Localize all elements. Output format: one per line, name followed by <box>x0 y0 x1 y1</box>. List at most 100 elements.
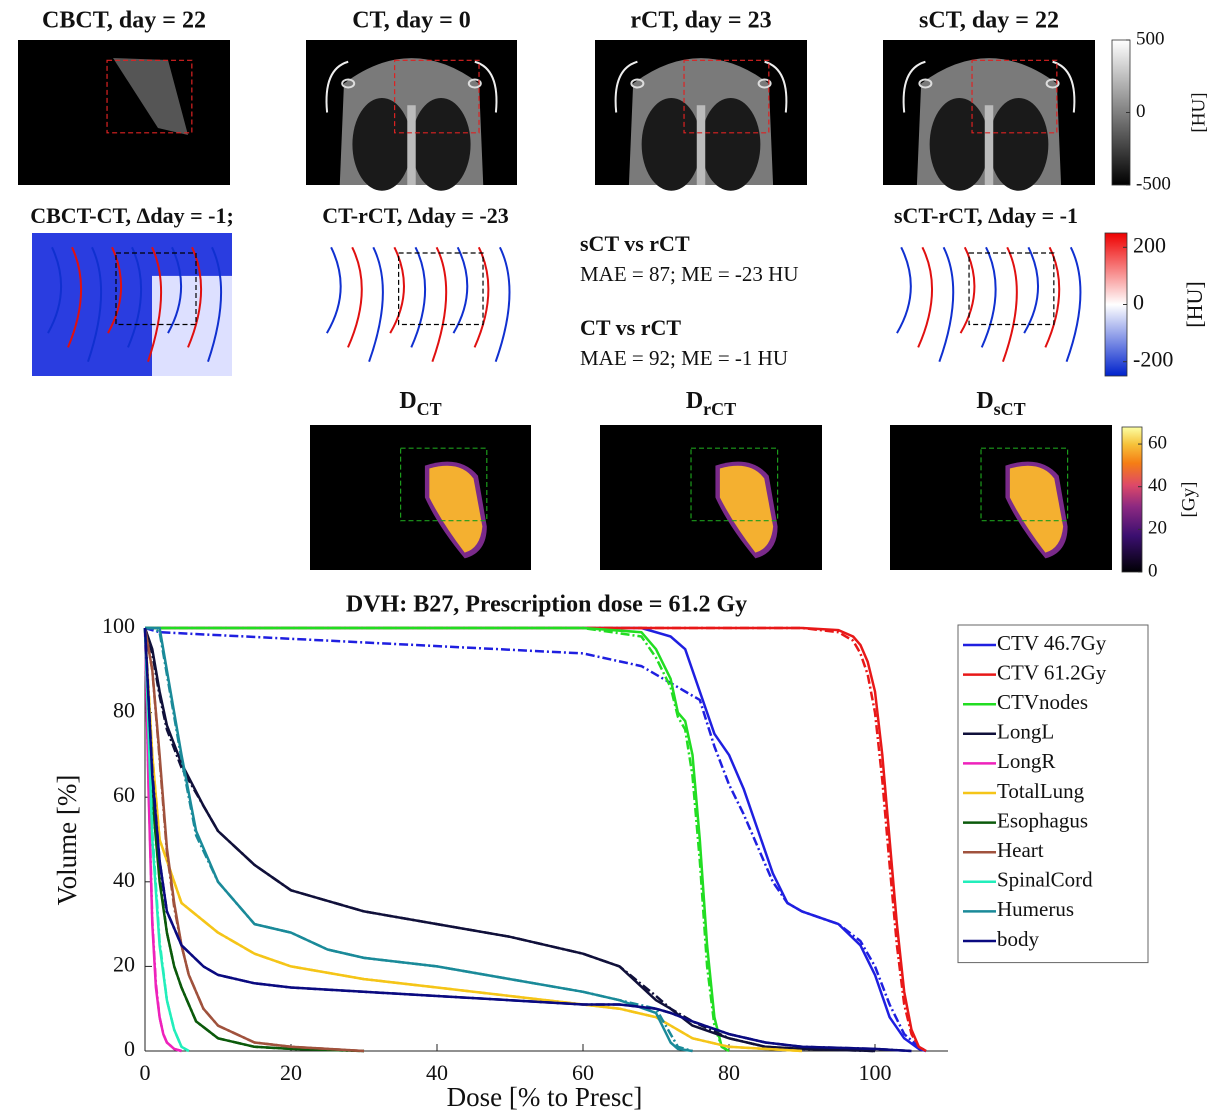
dvh-line <box>143 627 876 1053</box>
difference-edge <box>1023 246 1039 334</box>
roi-box <box>971 59 1058 134</box>
dose-core <box>1009 465 1064 553</box>
shoulder <box>474 60 498 113</box>
dvh-line-dashed <box>144 626 927 1053</box>
x-tick-label: 80 <box>718 1060 740 1085</box>
image-background <box>600 425 822 570</box>
dose-title-sub: rCT <box>703 399 736 419</box>
difference-title: CT-rCT, Δday = -23 <box>322 203 508 228</box>
y-tick-label: 60 <box>113 782 135 807</box>
x-tick-label: 0 <box>140 1060 151 1085</box>
difference-edge <box>1002 246 1018 363</box>
dvh-line <box>143 627 365 1053</box>
colorbar-tick-label: 0 <box>1133 290 1144 315</box>
difference-edge <box>917 246 934 348</box>
dvh-line-dashed <box>143 627 365 1053</box>
image-background <box>880 233 1092 376</box>
metric-title: sCT vs rCT <box>580 231 690 256</box>
lung <box>989 97 1049 191</box>
x-tick-label: 40 <box>426 1060 448 1085</box>
legend-label: CTV 61.2Gy <box>997 660 1107 684</box>
difference-edge <box>47 246 62 334</box>
y-tick-label: 40 <box>113 867 135 892</box>
colorbar-tick-label: 20 <box>1148 518 1167 539</box>
dvh-line <box>145 626 693 1053</box>
x-tick-label: 60 <box>572 1060 594 1085</box>
colorbar-tick-label: 40 <box>1148 475 1167 496</box>
roi-box <box>980 447 1069 522</box>
bone <box>757 78 772 89</box>
shoulder <box>325 60 349 113</box>
image-title: sCT, day = 22 <box>919 8 1059 34</box>
dvh-line <box>145 626 927 1053</box>
dose-core <box>429 465 483 553</box>
legend-label: Heart <box>997 838 1044 862</box>
difference-edge <box>326 246 342 334</box>
shoulder <box>1052 60 1076 113</box>
roi-box <box>968 252 1055 326</box>
legend-label: Esophagus <box>997 808 1088 832</box>
dose-title-main: D <box>976 388 993 414</box>
shoulder <box>764 60 788 113</box>
image-background <box>310 425 531 570</box>
x-axis-label: Dose [% to Presc] <box>447 1082 643 1112</box>
bone <box>467 78 482 89</box>
roi-box <box>398 252 484 326</box>
dose-title: DsCT <box>976 388 1025 420</box>
dvh-line-dashed <box>145 626 730 1053</box>
dvh-line-dashed <box>143 627 365 1053</box>
chart-title: DVH: B27, Prescription dose = 61.2 Gy <box>346 592 747 618</box>
dose-title: DCT <box>399 388 441 420</box>
roi-box <box>106 59 193 134</box>
colorbar-tick-label: 500 <box>1136 28 1165 49</box>
lung <box>352 97 412 191</box>
difference-edge <box>127 246 143 348</box>
metric-text: MAE = 92; ME = -1 HU <box>580 346 788 370</box>
colorbar-tick-label: 0 <box>1148 560 1158 581</box>
y-tick-label: 100 <box>102 613 135 638</box>
bone <box>341 78 356 89</box>
shoulder <box>902 60 926 113</box>
colorbar-label: [Gy] <box>1178 482 1199 518</box>
colorbar-tick-label: 60 <box>1148 432 1167 453</box>
difference-title: sCT-rCT, Δday = -1 <box>894 203 1078 228</box>
difference-edge <box>207 246 223 363</box>
colorbar-label: [HU] <box>1182 281 1207 327</box>
metric-title: CT vs rCT <box>580 315 681 340</box>
legend-label: CTVnodes <box>997 690 1088 714</box>
colorbar-tick-label: -200 <box>1133 347 1173 372</box>
legend-label: LongR <box>997 749 1055 773</box>
dose-title-main: D <box>686 388 703 414</box>
legend-label: SpinalCord <box>997 868 1093 892</box>
cbct-content <box>113 58 188 135</box>
colorbar-label: [HU] <box>1188 92 1209 132</box>
lung <box>701 97 761 191</box>
difference-edge <box>410 246 427 348</box>
roi-box <box>115 252 197 326</box>
colorbar <box>1121 426 1143 573</box>
dvh-line <box>143 627 182 1053</box>
difference-edge <box>368 246 384 363</box>
metric-text: MAE = 87; ME = -23 HU <box>580 262 799 286</box>
dvh-line <box>145 626 927 1053</box>
shoulder <box>614 60 638 113</box>
dvh-line <box>143 627 803 1053</box>
difference-edge <box>347 246 363 348</box>
dvh-line <box>143 627 365 1053</box>
dvh-line <box>143 627 912 1053</box>
spine <box>696 105 706 185</box>
legend-label: LongL <box>997 720 1054 744</box>
image-region <box>152 275 232 376</box>
difference-edge <box>87 246 103 363</box>
dvh-line-dashed <box>143 627 912 1053</box>
image-title: CT, day = 0 <box>352 8 471 34</box>
dose-title: DrCT <box>686 388 736 420</box>
spine <box>407 105 416 185</box>
dvh-line <box>143 627 190 1053</box>
difference-edge <box>167 246 182 334</box>
dose-core <box>719 465 774 553</box>
bone <box>918 78 933 89</box>
lung <box>411 97 471 191</box>
x-tick-label: 20 <box>280 1060 302 1085</box>
